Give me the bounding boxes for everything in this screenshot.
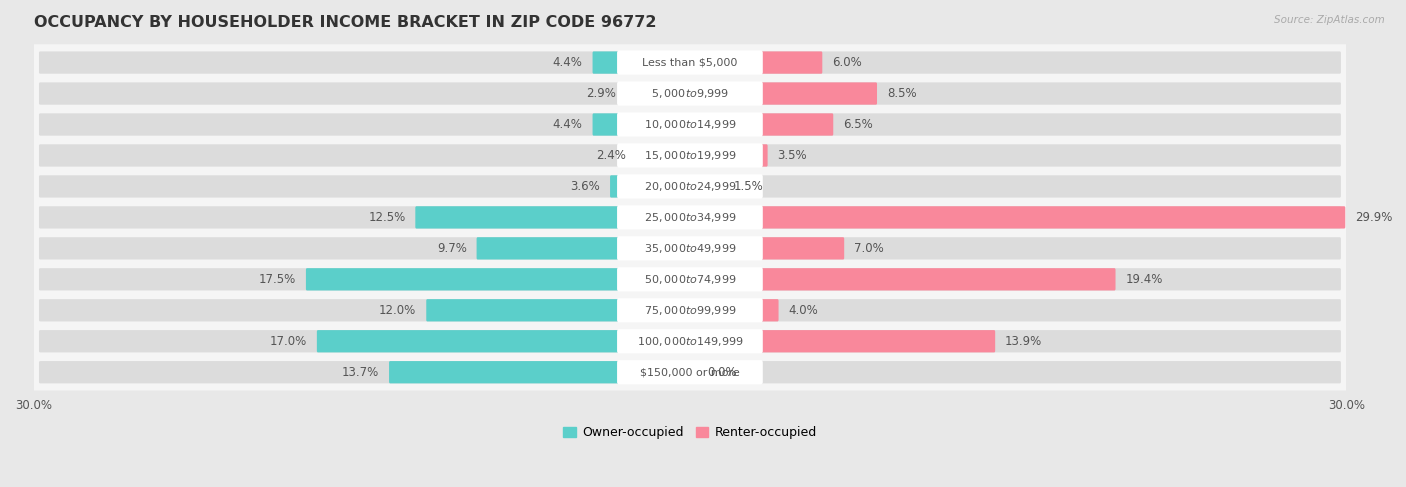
FancyBboxPatch shape [617, 298, 763, 322]
Text: 8.5%: 8.5% [887, 87, 917, 100]
FancyBboxPatch shape [39, 299, 1341, 321]
Text: $75,000 to $99,999: $75,000 to $99,999 [644, 304, 737, 317]
Text: 13.7%: 13.7% [342, 366, 380, 379]
Text: $150,000 or more: $150,000 or more [640, 367, 740, 377]
Text: 7.0%: 7.0% [853, 242, 884, 255]
FancyBboxPatch shape [316, 330, 690, 353]
Text: $5,000 to $9,999: $5,000 to $9,999 [651, 87, 730, 100]
FancyBboxPatch shape [30, 106, 1350, 143]
FancyBboxPatch shape [637, 144, 690, 167]
FancyBboxPatch shape [39, 206, 1341, 228]
FancyBboxPatch shape [689, 175, 724, 198]
FancyBboxPatch shape [30, 230, 1350, 266]
FancyBboxPatch shape [689, 330, 995, 353]
Legend: Owner-occupied, Renter-occupied: Owner-occupied, Renter-occupied [558, 421, 821, 444]
Text: Less than $5,000: Less than $5,000 [643, 57, 738, 68]
Text: 4.4%: 4.4% [553, 56, 582, 69]
Text: 9.7%: 9.7% [437, 242, 467, 255]
Text: 29.9%: 29.9% [1355, 211, 1392, 224]
Text: $35,000 to $49,999: $35,000 to $49,999 [644, 242, 737, 255]
Text: 12.0%: 12.0% [380, 304, 416, 317]
FancyBboxPatch shape [592, 113, 690, 136]
FancyBboxPatch shape [30, 137, 1350, 174]
FancyBboxPatch shape [30, 75, 1350, 112]
FancyBboxPatch shape [39, 330, 1341, 353]
FancyBboxPatch shape [30, 354, 1350, 391]
Text: 0.0%: 0.0% [707, 366, 737, 379]
FancyBboxPatch shape [592, 52, 690, 74]
Text: 2.9%: 2.9% [586, 87, 616, 100]
FancyBboxPatch shape [415, 206, 690, 228]
FancyBboxPatch shape [617, 143, 763, 168]
FancyBboxPatch shape [389, 361, 690, 383]
FancyBboxPatch shape [689, 268, 1115, 290]
FancyBboxPatch shape [617, 360, 763, 384]
FancyBboxPatch shape [30, 261, 1350, 298]
Text: $25,000 to $34,999: $25,000 to $34,999 [644, 211, 737, 224]
Text: $20,000 to $24,999: $20,000 to $24,999 [644, 180, 737, 193]
FancyBboxPatch shape [610, 175, 690, 198]
FancyBboxPatch shape [39, 361, 1341, 383]
Text: 17.0%: 17.0% [270, 335, 307, 348]
FancyBboxPatch shape [689, 113, 834, 136]
FancyBboxPatch shape [617, 329, 763, 354]
FancyBboxPatch shape [39, 175, 1341, 198]
FancyBboxPatch shape [39, 237, 1341, 260]
Text: 13.9%: 13.9% [1005, 335, 1042, 348]
FancyBboxPatch shape [39, 113, 1341, 136]
FancyBboxPatch shape [689, 237, 844, 260]
FancyBboxPatch shape [477, 237, 690, 260]
FancyBboxPatch shape [689, 299, 779, 321]
FancyBboxPatch shape [30, 292, 1350, 329]
Text: 6.0%: 6.0% [832, 56, 862, 69]
Text: 6.5%: 6.5% [844, 118, 873, 131]
Text: $100,000 to $149,999: $100,000 to $149,999 [637, 335, 744, 348]
FancyBboxPatch shape [617, 51, 763, 75]
Text: $10,000 to $14,999: $10,000 to $14,999 [644, 118, 737, 131]
Text: 17.5%: 17.5% [259, 273, 297, 286]
Text: 4.0%: 4.0% [789, 304, 818, 317]
Text: $50,000 to $74,999: $50,000 to $74,999 [644, 273, 737, 286]
FancyBboxPatch shape [39, 82, 1341, 105]
Text: 12.5%: 12.5% [368, 211, 405, 224]
Text: $15,000 to $19,999: $15,000 to $19,999 [644, 149, 737, 162]
FancyBboxPatch shape [689, 52, 823, 74]
FancyBboxPatch shape [617, 267, 763, 291]
Text: 2.4%: 2.4% [596, 149, 627, 162]
FancyBboxPatch shape [617, 174, 763, 199]
FancyBboxPatch shape [307, 268, 690, 290]
Text: Source: ZipAtlas.com: Source: ZipAtlas.com [1274, 15, 1385, 25]
FancyBboxPatch shape [617, 236, 763, 261]
FancyBboxPatch shape [39, 268, 1341, 290]
FancyBboxPatch shape [617, 206, 763, 229]
FancyBboxPatch shape [30, 44, 1350, 81]
Text: 1.5%: 1.5% [734, 180, 763, 193]
FancyBboxPatch shape [30, 323, 1350, 359]
FancyBboxPatch shape [39, 52, 1341, 74]
FancyBboxPatch shape [30, 199, 1350, 236]
Text: 4.4%: 4.4% [553, 118, 582, 131]
FancyBboxPatch shape [30, 168, 1350, 205]
FancyBboxPatch shape [689, 206, 1346, 228]
Text: 3.6%: 3.6% [571, 180, 600, 193]
FancyBboxPatch shape [617, 81, 763, 106]
Text: 3.5%: 3.5% [778, 149, 807, 162]
FancyBboxPatch shape [39, 144, 1341, 167]
Text: 19.4%: 19.4% [1125, 273, 1163, 286]
FancyBboxPatch shape [689, 82, 877, 105]
Text: OCCUPANCY BY HOUSEHOLDER INCOME BRACKET IN ZIP CODE 96772: OCCUPANCY BY HOUSEHOLDER INCOME BRACKET … [34, 15, 657, 30]
FancyBboxPatch shape [426, 299, 690, 321]
FancyBboxPatch shape [617, 112, 763, 136]
FancyBboxPatch shape [689, 144, 768, 167]
FancyBboxPatch shape [626, 82, 690, 105]
